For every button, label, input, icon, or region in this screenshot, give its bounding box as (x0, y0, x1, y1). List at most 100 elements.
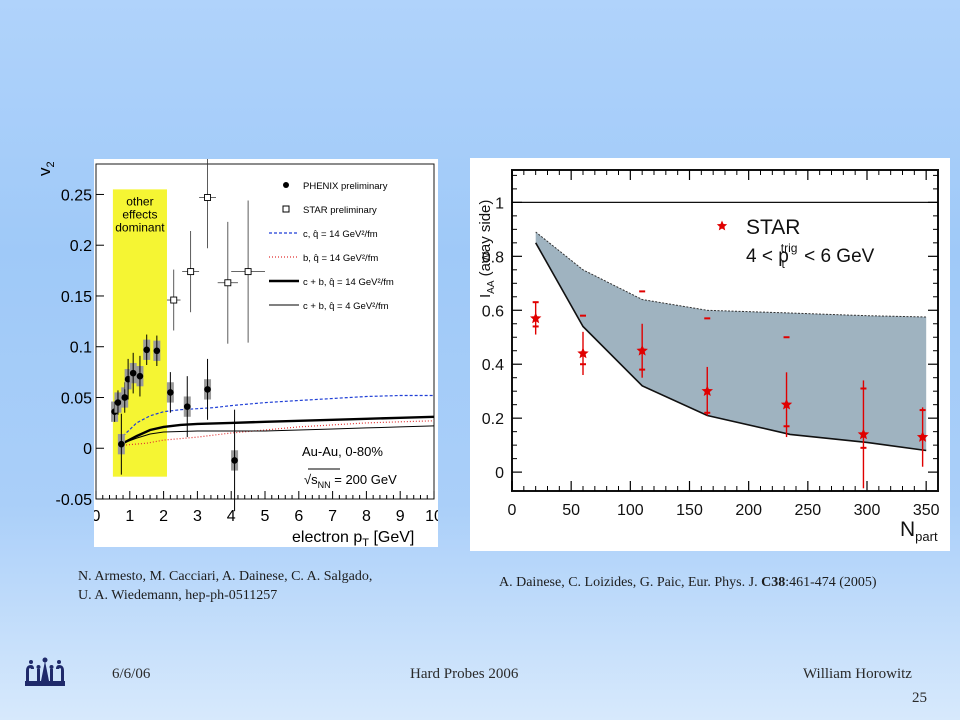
phenix-point (231, 457, 238, 464)
phenix-point (136, 372, 144, 380)
band-label-line: effects (122, 207, 157, 221)
columbia-crown-icon (25, 657, 65, 686)
y-tick-label: 0.2 (482, 411, 504, 428)
right-chart-panel: 0 50 100 150 200 250 300 350 0 0.2 0.4 0.6 0.8 1 STAR 4… (470, 158, 950, 551)
legend-marker (283, 182, 289, 188)
model-curve (122, 420, 435, 446)
x-tick-label: 0 (94, 508, 101, 525)
x-tick-label: 7 (328, 508, 337, 525)
star-point (244, 268, 252, 276)
x-tick-label: 50 (562, 502, 580, 519)
y-axis-label-sub: AA (486, 280, 497, 294)
star-point (204, 194, 211, 201)
y-tick-label: 0.8 (482, 249, 504, 266)
y-tick-label: 0.15 (61, 289, 92, 306)
y-axis-label-sub: 2 (45, 161, 57, 167)
star-point (780, 398, 793, 410)
x-tick-label: 8 (362, 508, 371, 525)
y-tick-label: 0 (83, 441, 92, 458)
x-tick-label: 100 (617, 502, 644, 519)
left-y-axis-labels: -0.05 0 0.05 0.1 0.15 0.2 0.25 v2 (35, 161, 93, 509)
legend-range-sub: t (781, 257, 785, 271)
slide-number: 25 (912, 690, 927, 706)
band-lower-edge (535, 242, 927, 452)
x-tick-label: 5 (261, 508, 270, 525)
x-axis-label-sub: T (362, 537, 369, 547)
x-tick-label: 10 (425, 508, 438, 525)
star-point (577, 347, 589, 359)
y-tick-label: 0.05 (61, 390, 92, 407)
right-citation-volume: C38 (761, 575, 786, 590)
iaa-chart: 0 50 100 150 200 250 300 35000.20.40.60.81STAR4… (477, 169, 940, 544)
legend-range-sup: trig (781, 241, 798, 255)
y-tick-label: 1 (495, 195, 504, 212)
legend-entry: c + b, q̂ = 4 GeV²/fm (303, 301, 389, 312)
star-point (170, 296, 178, 304)
star-point (224, 279, 232, 287)
x-tick-label: 200 (735, 502, 762, 519)
legend-entry: STAR preliminary (303, 205, 377, 216)
energy-s: s (311, 472, 318, 487)
phenix-point (167, 389, 174, 396)
energy-value: = 200 GeV (331, 472, 397, 487)
x-tick-label: 4 (227, 508, 236, 525)
y-tick-label: 0.6 (482, 303, 504, 320)
legend-marker (282, 205, 290, 213)
x-axis-label-main: N (900, 518, 915, 541)
x-axis-label: Npart (900, 518, 938, 544)
x-tick-label: 2 (159, 508, 168, 525)
phenix-point (204, 386, 211, 393)
band-upper-edge (535, 231, 927, 318)
star-point (701, 385, 713, 396)
x-tick-label: 250 (794, 502, 821, 519)
legend-title: STAR (746, 216, 800, 239)
x-axis-label-unit: [GeV] (369, 529, 414, 546)
footer-date: 6/6/06 (112, 666, 151, 682)
energy-annotation: √sNN = 200 GeV (304, 472, 397, 490)
star-point (187, 268, 195, 276)
y-tick-label: 0.1 (70, 340, 92, 357)
y-tick-label: 0.2 (70, 238, 92, 255)
theory-band (535, 232, 927, 451)
sqrt-sign: √ (304, 472, 312, 487)
y-tick-label: 0 (495, 465, 504, 482)
x-axis-label-main: electron p (292, 529, 362, 546)
y-axis-label-main: v (35, 167, 54, 176)
x-tick-label: 6 (294, 508, 303, 525)
left-citation-line2: U. A. Wiedemann, hep-ph-0511257 (78, 588, 278, 603)
legend-star-marker (716, 220, 728, 231)
band-label-line: other (126, 194, 153, 208)
y-axis-label-main: I (477, 294, 494, 298)
legend-entry: c + b, q̂ = 14 GeV²/fm (303, 277, 394, 288)
footer-author: William Horowitz (803, 666, 912, 682)
model-curve (122, 394, 434, 437)
legend-trigger-range: 4 < ptrig t < 6 GeV (746, 241, 875, 271)
phenix-point (118, 440, 125, 448)
model-curve (122, 415, 435, 445)
x-tick-label: 350 (913, 502, 940, 519)
band-label-line: dominant (115, 220, 165, 234)
x-tick-label: 9 (396, 508, 405, 525)
star-point (530, 312, 542, 324)
star-point (857, 428, 870, 440)
y-tick-label: -0.05 (56, 492, 93, 509)
y-axis-label-paren: (away side) (477, 200, 494, 281)
system-annotation: Au-Au, 0-80% (302, 444, 383, 459)
x-tick-label: 3 (193, 508, 202, 525)
phenix-point (183, 403, 191, 410)
legend-range-post: < 6 GeV (799, 246, 875, 267)
y-tick-label: 0.4 (482, 357, 504, 374)
right-citation: A. Dainese, C. Loizides, G. Paic, Eur. P… (499, 573, 877, 592)
footer-conference: Hard Probes 2006 (410, 666, 519, 682)
x-tick-label: 150 (676, 502, 703, 519)
legend-entry: b, q̂ = 14 GeV²/fm (303, 253, 378, 264)
x-tick-label: 1 (125, 508, 134, 525)
y-tick-label: 0.25 (61, 187, 92, 204)
star-point (916, 431, 929, 442)
x-axis-label: electron pT [GeV] (292, 529, 414, 547)
phenix-point (153, 347, 161, 355)
x-axis-label-sub: part (915, 529, 938, 544)
legend-entry: PHENIX preliminary (303, 181, 388, 192)
x-tick-label: 0 (508, 502, 517, 519)
